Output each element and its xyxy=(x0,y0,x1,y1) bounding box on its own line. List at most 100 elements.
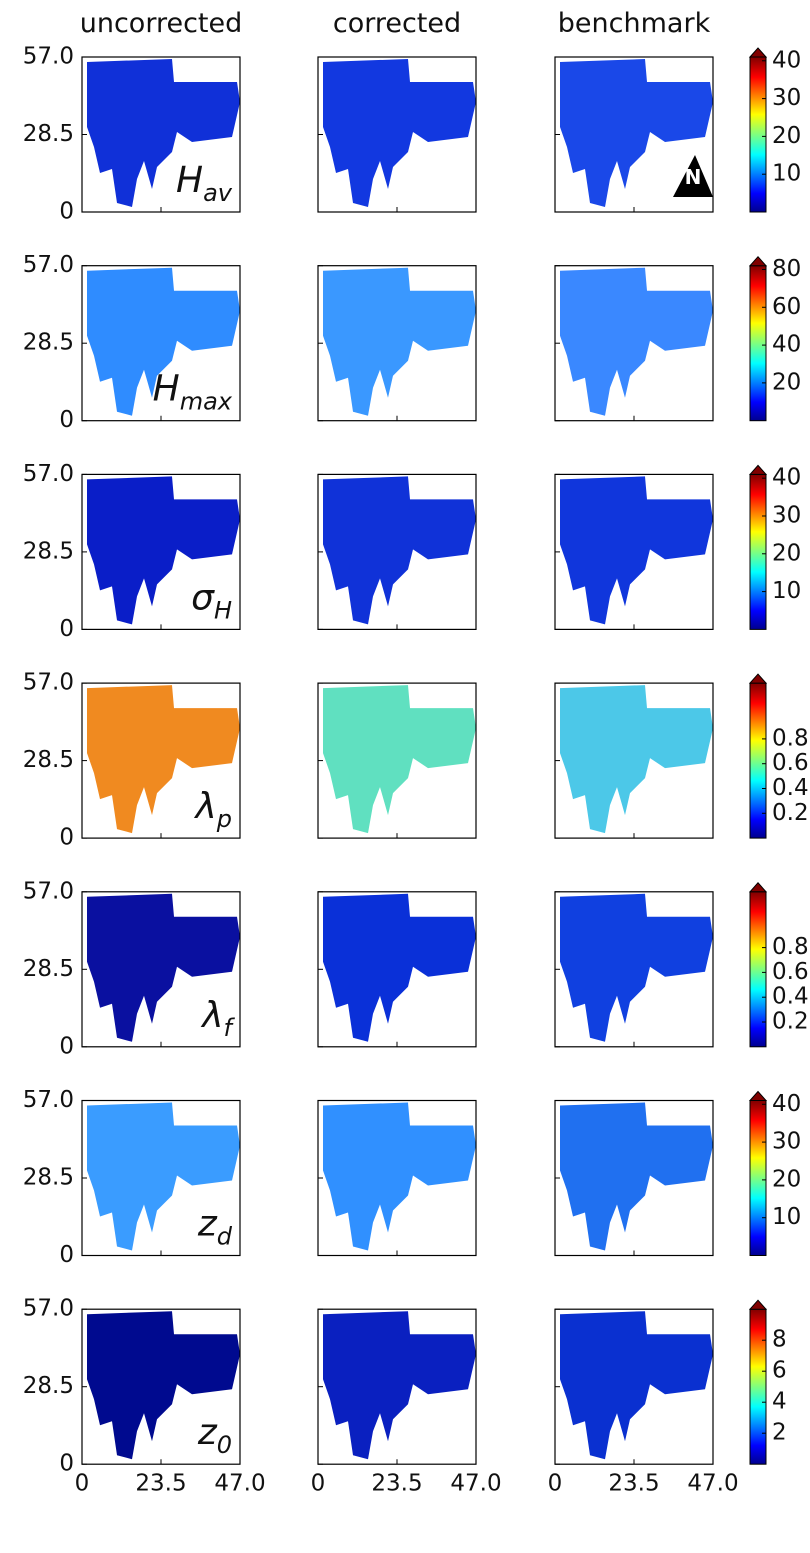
colorbar-tick-label: 40 xyxy=(772,465,801,491)
colorbar-tick-label: 0.8 xyxy=(772,934,809,960)
colorbar-tick-label: 4 xyxy=(772,1389,787,1415)
variable-label: Hav xyxy=(176,160,233,207)
colorbar-tick-label: 30 xyxy=(772,1129,801,1155)
x-tick-label: 23.5 xyxy=(608,1471,659,1497)
map-area xyxy=(323,59,476,207)
y-tick-label: 57.0 xyxy=(23,1296,74,1322)
colorbar-tick-label: 20 xyxy=(772,369,801,395)
variable-symbol: σ xyxy=(191,577,215,618)
colorbar-tick-label: 2 xyxy=(772,1420,787,1446)
y-tick-label: 0 xyxy=(59,1451,74,1477)
colorbar-tick-label: 0.2 xyxy=(772,1009,809,1035)
x-tick-label: 23.5 xyxy=(371,1471,422,1497)
variable-label: zd xyxy=(197,1204,233,1251)
x-tick-label: 0 xyxy=(311,1471,326,1497)
variable-label: z0 xyxy=(197,1412,232,1459)
colorbar-tick-label: 20 xyxy=(772,540,801,566)
colorbar-tick-label: 20 xyxy=(772,1166,801,1192)
colorbar xyxy=(749,682,767,839)
colorbar-tick-label: 8 xyxy=(772,1327,787,1353)
variable-symbol: H xyxy=(176,160,203,201)
y-tick-label: 0 xyxy=(59,199,74,225)
colorbar-tick-label: 0.8 xyxy=(772,725,809,751)
variable-label: λp xyxy=(193,786,232,833)
colorbar-tick-label: 0.4 xyxy=(772,775,809,801)
colorbar-extension xyxy=(748,255,768,267)
north-arrow xyxy=(673,155,713,197)
y-tick-label: 0 xyxy=(59,616,74,642)
variable-subscript: d xyxy=(217,1223,233,1251)
map-area xyxy=(560,1102,713,1251)
y-tick-label: 57.0 xyxy=(23,878,74,904)
colorbar-tick-label: 10 xyxy=(772,161,801,187)
colorbar-tick-label: 10 xyxy=(772,1204,801,1230)
colorbar-tick-label: 40 xyxy=(772,1091,801,1117)
colorbar-tick-label: 30 xyxy=(772,502,801,528)
map-area xyxy=(323,893,476,1042)
variable-symbol: z xyxy=(197,1412,218,1453)
map-area xyxy=(560,893,713,1042)
y-tick-label: 28.5 xyxy=(23,121,74,147)
x-tick-label: 47.0 xyxy=(450,1471,501,1497)
y-tick-label: 28.5 xyxy=(23,538,74,564)
colorbar xyxy=(749,1308,767,1465)
map-area xyxy=(323,1102,476,1251)
colorbar-tick-label: 20 xyxy=(772,123,801,149)
variable-symbol: z xyxy=(197,1204,218,1245)
y-tick-label: 57.0 xyxy=(23,252,74,278)
variable-symbol: H xyxy=(153,369,180,410)
colorbar-tick-label: 0.2 xyxy=(772,800,809,826)
map-area xyxy=(560,476,713,625)
colorbar-extension xyxy=(748,882,768,893)
x-tick-label: 47.0 xyxy=(214,1471,265,1497)
y-tick-label: 57.0 xyxy=(23,1087,74,1113)
y-tick-label: 28.5 xyxy=(23,1165,74,1191)
y-tick-label: 57.0 xyxy=(23,670,74,696)
colorbar-extension xyxy=(748,47,768,58)
y-tick-label: 0 xyxy=(59,407,74,433)
colorbar-tick-label: 60 xyxy=(772,294,801,320)
colorbar-tick-label: 0.4 xyxy=(772,984,809,1010)
variable-subscript: av xyxy=(203,179,233,207)
map-area xyxy=(560,1311,713,1460)
colorbar xyxy=(749,891,767,1048)
x-tick-label: 0 xyxy=(548,1471,563,1497)
colorbar xyxy=(749,1100,767,1256)
map-area xyxy=(560,267,713,416)
variable-subscript: 0 xyxy=(217,1431,232,1459)
variable-symbol: λ xyxy=(200,995,223,1036)
variable-subscript: p xyxy=(216,805,232,833)
colorbar-tick-label: 30 xyxy=(772,85,801,111)
north-label: N xyxy=(685,165,702,189)
colorbar-tick-label: 80 xyxy=(772,256,801,282)
x-tick-label: 23.5 xyxy=(135,1471,186,1497)
colorbar-tick-label: 6 xyxy=(772,1358,787,1384)
x-tick-label: 0 xyxy=(75,1471,90,1497)
y-tick-label: 28.5 xyxy=(23,747,74,773)
y-tick-label: 0 xyxy=(59,1033,74,1059)
colorbar-extension xyxy=(748,1299,768,1310)
y-tick-label: 0 xyxy=(59,1242,74,1268)
variable-label: σH xyxy=(191,577,232,624)
column-title: uncorrected xyxy=(80,8,243,39)
y-tick-label: 0 xyxy=(59,825,74,851)
colorbar xyxy=(749,56,767,213)
variable-symbol: λ xyxy=(193,786,216,827)
y-tick-label: 28.5 xyxy=(23,1373,74,1399)
colorbar-extension xyxy=(748,673,768,684)
colorbar-tick-label: 40 xyxy=(772,47,801,73)
colorbar-tick-label: 10 xyxy=(772,578,801,604)
y-tick-label: 28.5 xyxy=(23,330,74,356)
map-area xyxy=(323,267,476,416)
variable-label: Hmax xyxy=(153,369,233,416)
colorbar-extension xyxy=(748,1090,768,1101)
colorbar-extension xyxy=(748,464,768,475)
colorbar-tick-label: 0.6 xyxy=(772,959,809,985)
variable-subscript: max xyxy=(180,388,233,416)
colorbar-tick-label: 0.6 xyxy=(772,750,809,776)
x-tick-label: 47.0 xyxy=(687,1471,738,1497)
variable-label: λf xyxy=(200,995,235,1042)
map-area xyxy=(323,1311,476,1460)
column-title: corrected xyxy=(333,8,461,39)
